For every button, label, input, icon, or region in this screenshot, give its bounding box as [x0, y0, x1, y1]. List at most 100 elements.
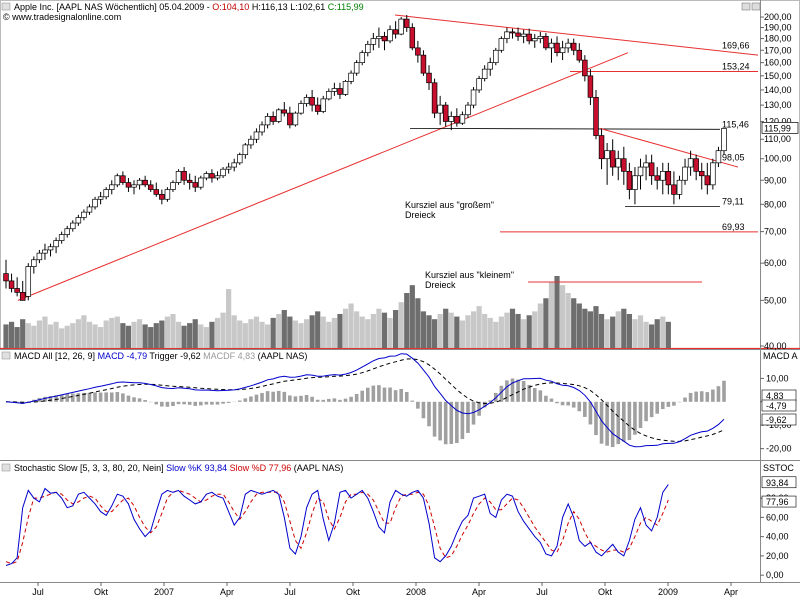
macd-histogram-bar	[160, 401, 164, 407]
volume-bar	[203, 327, 209, 348]
candle-body	[454, 116, 460, 124]
candle-body	[186, 179, 193, 183]
macd-panel-menu-icon[interactable]	[1, 351, 11, 360]
panel-menu-icon[interactable]	[1, 2, 11, 11]
candle-body	[198, 177, 204, 188]
volume-bar	[665, 321, 671, 348]
volume-bar	[248, 319, 254, 348]
stoch-tick-label: 40,00	[766, 532, 789, 542]
annotation-big-triangle: Kursziel aus "großem"	[405, 200, 494, 210]
close-icon[interactable]	[751, 2, 761, 11]
volume-bar	[643, 321, 649, 348]
volume-bar	[598, 313, 605, 348]
macd-histogram-bar	[455, 401, 459, 444]
macd-histogram-bar	[466, 401, 470, 433]
macd-histogram-bar	[82, 392, 86, 402]
volume-bar	[242, 323, 248, 348]
macd-histogram-bar	[265, 391, 270, 402]
candle-body	[75, 217, 82, 224]
candle-body	[242, 144, 249, 156]
candle-body	[520, 33, 527, 37]
candle-body	[509, 31, 516, 34]
macd-histogram-bar	[260, 392, 264, 402]
candle-body	[676, 179, 683, 195]
neckline	[409, 127, 721, 130]
candle-body	[420, 54, 427, 74]
candle-body	[554, 42, 560, 54]
level-label: 153,24	[722, 61, 750, 71]
candle-body	[25, 266, 32, 297]
volume-bar	[103, 320, 109, 348]
candle-body	[53, 240, 59, 248]
volume-bar	[187, 323, 193, 348]
x-tick-label: Apr	[220, 587, 234, 597]
volume-bar	[565, 293, 571, 348]
volume-bar	[537, 303, 543, 348]
candle-body	[426, 72, 432, 84]
x-tick-label: Apr	[472, 587, 486, 597]
window-controls[interactable]	[741, 2, 761, 11]
macd-histogram-bar	[627, 401, 632, 440]
macd-histogram-bar	[594, 401, 598, 436]
candle-body	[331, 88, 338, 92]
macd-histogram-bar	[282, 391, 287, 402]
level-label: 115,46	[722, 119, 749, 129]
macd-histogram-bar	[321, 399, 326, 402]
macd-histogram-bar	[443, 401, 448, 445]
x-tick-label: Okt	[598, 587, 613, 597]
candle-body	[270, 116, 276, 122]
candle-body	[704, 175, 711, 186]
minimize-icon[interactable]	[741, 2, 751, 11]
macd-histogram-bar	[404, 392, 409, 402]
volume-bar	[136, 319, 143, 348]
price-tick-label: 150,00	[764, 71, 792, 81]
candle-body	[671, 184, 677, 195]
volume-bar	[509, 308, 516, 348]
volume-bar	[387, 317, 393, 348]
macd-marker-box	[761, 413, 797, 426]
macd-histogram-bar	[87, 392, 92, 402]
volume-bar	[515, 313, 521, 348]
candle-body	[209, 173, 215, 179]
macd-histogram-bar	[20, 401, 25, 404]
candle-body	[381, 35, 388, 42]
macd-histogram-bar	[416, 401, 420, 409]
macd-histogram-bar	[137, 398, 142, 402]
macd-histogram-bar	[48, 396, 53, 402]
candle-body	[593, 97, 599, 136]
macd-histogram-bar	[70, 393, 75, 402]
volume-bar	[92, 324, 98, 348]
volume-bar	[398, 302, 404, 348]
candle-body	[532, 38, 538, 42]
candle-body	[214, 175, 221, 179]
price-tick-label: 120,00	[764, 116, 792, 126]
candle-body	[58, 234, 65, 241]
stoch-panel-menu-icon[interactable]	[1, 463, 11, 472]
macd-histogram-bar	[276, 390, 281, 402]
volume-bar	[159, 320, 165, 348]
price-tick-label: 130,00	[764, 100, 792, 110]
volume-bar	[443, 308, 449, 348]
volume-bar	[59, 328, 65, 348]
volume-bar	[571, 298, 577, 348]
macd-histogram-bar	[482, 401, 487, 408]
macd-histogram-bar	[694, 391, 698, 402]
candle-body	[220, 168, 226, 177]
price-tick-label: 140,00	[764, 85, 792, 95]
candle-body	[442, 104, 449, 122]
volume-bar	[615, 311, 621, 348]
trendline-resistance	[394, 14, 759, 56]
candle-body	[559, 47, 566, 54]
macd-histogram-bar	[377, 385, 381, 402]
candle-body	[314, 104, 321, 112]
candle-body	[47, 246, 54, 251]
candle-body	[415, 47, 421, 56]
macd-histogram-bar	[382, 387, 387, 402]
volume-bar	[409, 285, 415, 348]
volume-bar	[192, 319, 198, 348]
candle-body	[203, 173, 210, 179]
macd-histogram-bar	[54, 395, 58, 402]
candle-body	[565, 42, 571, 49]
candle-body	[353, 62, 360, 74]
candle-body	[237, 154, 243, 164]
